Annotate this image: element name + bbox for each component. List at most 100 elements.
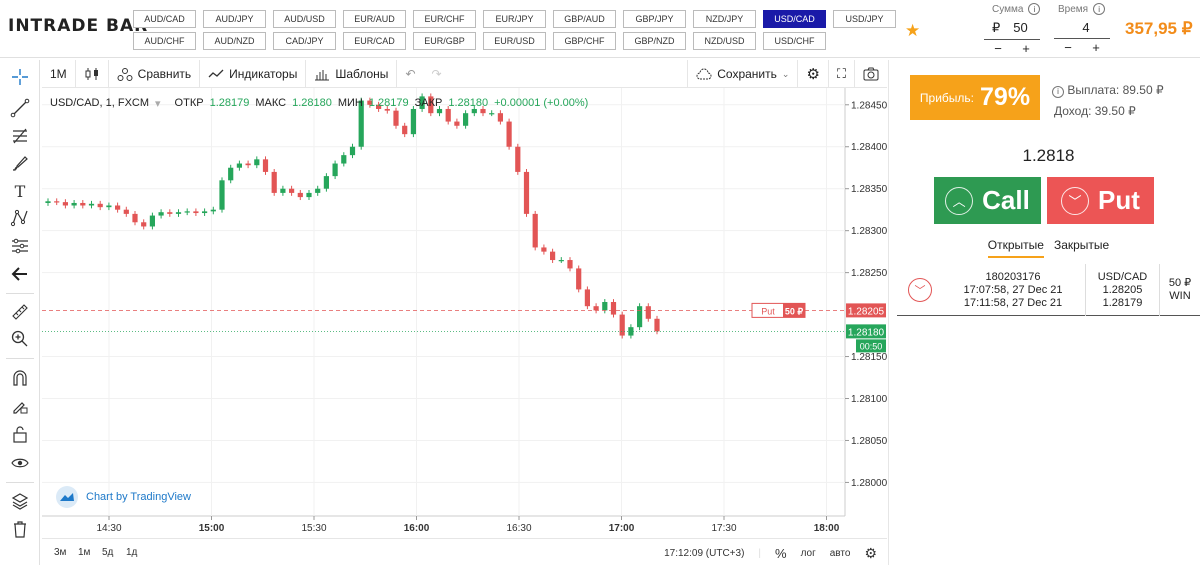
amount-plus-button[interactable]: + <box>1022 41 1030 56</box>
pair-button[interactable]: EUR/AUD <box>343 10 406 28</box>
fullscreen-button[interactable]: ⛶ <box>827 60 854 88</box>
info-icon[interactable]: i <box>1052 85 1064 98</box>
pair-button[interactable]: NZD/JPY <box>693 10 756 28</box>
pair-button[interactable]: USD/CHF <box>763 32 826 50</box>
amount-field[interactable]: ₽50 <box>984 20 1050 36</box>
trade-open-price: 1.28205 <box>1102 283 1143 296</box>
time-minus-button[interactable]: − <box>1064 40 1072 55</box>
pair-button[interactable]: EUR/JPY <box>483 10 546 28</box>
arrow-left-icon[interactable] <box>9 263 31 285</box>
ruler-icon[interactable] <box>9 301 31 323</box>
chart-legend: USD/CAD, 1, FXCM ▾ ОТКР 1.28179 МАКС 1.281… <box>50 97 588 110</box>
tradingview-attribution[interactable]: Chart by TradingView <box>56 486 191 508</box>
income-text: Доход: 39.50 ₽ <box>1054 104 1136 118</box>
eye-icon[interactable] <box>9 452 31 474</box>
crosshair-icon[interactable] <box>9 66 31 88</box>
save-button[interactable]: Сохранить ⌄ <box>687 60 797 88</box>
settings-button[interactable]: ⚙ <box>797 60 827 88</box>
pair-button[interactable]: EUR/GBP <box>413 32 476 50</box>
timeframe-5d[interactable]: 5д <box>102 547 114 558</box>
info-icon[interactable]: i <box>1093 3 1106 15</box>
candle-body <box>97 203 103 208</box>
gear-icon[interactable]: ⚙ <box>864 545 877 561</box>
price-chart[interactable]: 1.28450 1.28400 1.28350 1.28300 1.28250 1.281… <box>42 88 887 538</box>
trade-row[interactable]: ﹀ 180203176 17:07:58, 27 Dec 21 17:11:58… <box>897 264 1200 316</box>
candle-body <box>393 110 399 126</box>
pair-button[interactable]: CAD/JPY <box>273 32 336 50</box>
amount-label: Сумма <box>992 3 1024 15</box>
profit-percent: 79% <box>980 83 1031 111</box>
pair-button[interactable]: GBP/JPY <box>623 10 686 28</box>
pair-button[interactable]: AUD/CHF <box>133 32 196 50</box>
candle-body <box>315 188 321 193</box>
candle-body <box>532 213 538 248</box>
timeframe-1d[interactable]: 1д <box>126 547 138 558</box>
chart-type-button[interactable] <box>76 59 109 88</box>
zoom-in-icon[interactable] <box>9 328 31 350</box>
pair-button[interactable]: AUD/NZD <box>203 32 266 50</box>
pair-button[interactable]: NZD/USD <box>693 32 756 50</box>
chevron-down-icon[interactable]: ﹀ <box>908 278 932 302</box>
top-bar: INTRADE BAR AUD/CAD AUD/JPY AUD/USD EUR/AUD… <box>0 0 1200 58</box>
magnet-icon[interactable] <box>9 367 31 389</box>
pair-button[interactable]: EUR/CHF <box>413 10 476 28</box>
pair-button[interactable]: USD/JPY <box>833 10 896 28</box>
interval-button[interactable]: 1M <box>42 59 76 88</box>
percent-toggle[interactable]: % <box>775 546 787 561</box>
legend-high-label: МАКС <box>255 97 287 109</box>
candle-body <box>45 201 51 203</box>
trend-line-icon[interactable] <box>9 97 31 119</box>
pair-button[interactable]: AUD/CAD <box>133 10 196 28</box>
favorite-star-icon[interactable]: ★ <box>905 21 921 40</box>
pair-button[interactable]: GBP/AUD <box>553 10 616 28</box>
pair-button[interactable]: USD/CAD <box>763 10 826 28</box>
legend-high: 1.28180 <box>292 97 332 109</box>
tab-open[interactable]: Открытые <box>987 238 1044 258</box>
candle-body <box>436 108 443 114</box>
timeframe-3m[interactable]: 3м <box>54 547 67 558</box>
pair-button[interactable]: EUR/CAD <box>343 32 406 50</box>
chart-area[interactable]: 1.28450 1.28400 1.28350 1.28300 1.28250 1.281… <box>42 88 887 538</box>
indicators-button[interactable]: Индикаторы <box>200 59 307 88</box>
y-tick-label: 1.28350 <box>851 184 887 195</box>
time-field[interactable]: 4 <box>1054 20 1118 35</box>
templates-button[interactable]: Шаблоны <box>306 59 398 88</box>
fib-icon[interactable] <box>9 125 31 147</box>
pair-button[interactable]: GBP/NZD <box>623 32 686 50</box>
info-icon[interactable]: i <box>1028 3 1041 15</box>
lock-pencil-icon[interactable] <box>9 395 31 417</box>
pair-button[interactable]: AUD/JPY <box>203 10 266 28</box>
candle-body <box>71 202 77 206</box>
text-tool-icon[interactable]: T <box>14 181 26 201</box>
trades-tabs: Открытые Закрытые <box>897 238 1200 258</box>
compare-button[interactable]: Сравнить <box>109 59 201 88</box>
tab-closed[interactable]: Закрытые <box>1053 238 1110 252</box>
redo-button[interactable]: ↷ <box>424 60 450 88</box>
auto-toggle[interactable]: авто <box>829 548 851 559</box>
undo-icon: ↶ <box>405 66 416 81</box>
pair-button[interactable]: AUD/USD <box>273 10 336 28</box>
amount-minus-button[interactable]: − <box>994 41 1002 56</box>
undo-button[interactable]: ↶ <box>397 60 423 88</box>
chevron-down-icon: ▾ <box>155 98 161 110</box>
prediction-icon[interactable] <box>9 235 31 257</box>
payout-text: Выплата: 89.50 ₽ <box>1067 83 1164 97</box>
timeframe-1m[interactable]: 1м <box>78 547 91 558</box>
layers-icon[interactable] <box>9 490 31 512</box>
pattern-icon[interactable] <box>9 207 31 229</box>
log-toggle[interactable]: лог <box>800 548 816 559</box>
put-button[interactable]: ﹀ Put <box>1047 177 1154 224</box>
pair-button[interactable]: EUR/USD <box>483 32 546 50</box>
time-plus-button[interactable]: + <box>1092 40 1100 55</box>
screenshot-button[interactable] <box>854 60 887 88</box>
call-button[interactable]: ︿ Call <box>934 177 1041 224</box>
time-block: Время i 4 − + <box>1054 3 1118 55</box>
trash-icon[interactable] <box>9 518 31 540</box>
pair-button[interactable]: GBP/CHF <box>553 32 616 50</box>
candle-body <box>349 146 356 156</box>
unlock-icon[interactable] <box>9 423 31 445</box>
brush-icon[interactable] <box>9 153 31 175</box>
divider: | <box>758 548 762 559</box>
pair-placeholder <box>833 32 896 50</box>
